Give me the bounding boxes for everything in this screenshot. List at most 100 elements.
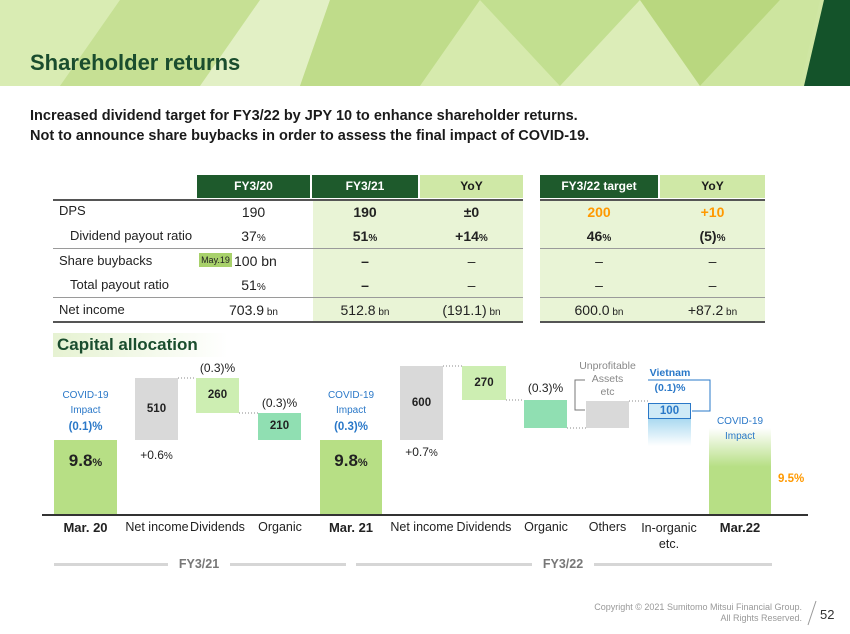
table-bottom-rule: [53, 321, 523, 323]
xlabel-organic-1: Organic: [258, 520, 302, 534]
summary-line-1: Increased dividend target for FY3/22 by …: [30, 108, 578, 124]
org2-delta: (0.3)%: [527, 381, 564, 395]
period-label-fy22: FY3/22: [542, 557, 584, 571]
cell-buyback-fy21: –: [361, 253, 369, 269]
cell-dps-fy20: 190: [241, 204, 266, 220]
xlabel-others: Others: [588, 520, 627, 534]
cell-target-payout-yoy: (5)%: [699, 228, 726, 244]
bar-organic-2: [524, 400, 567, 428]
table-top-rule: [53, 199, 523, 201]
cell-total-payout-yoy: –: [467, 277, 476, 293]
cell-target-total-yoy: –: [708, 277, 717, 293]
mar21-value: 9.8%: [334, 451, 368, 470]
period-line: [356, 563, 532, 566]
xlabel-net-income-1: Net income: [125, 520, 189, 534]
cell-target-buyback: –: [595, 253, 603, 269]
xlabel-net-income-2: Net income: [390, 520, 454, 534]
row-label-total-payout: Total payout ratio: [70, 277, 170, 292]
xlabel-mar21: Mar. 21: [328, 520, 374, 535]
header-pattern: [0, 0, 850, 86]
cell-total-payout-fy20: 51%: [241, 277, 266, 293]
may19-badge: May.19: [199, 253, 232, 267]
period-label-fy21: FY3/21: [178, 557, 220, 571]
col-header-fy21: FY3/21: [312, 175, 418, 198]
div1-label: 260: [207, 389, 228, 401]
header-banner: [0, 0, 850, 86]
covid-value-1: (0.1)%: [68, 421, 103, 433]
cell-target-ni-yoy: +87.2 bn: [687, 302, 738, 318]
div2-label: 270: [474, 377, 494, 389]
bar-organic-1: [258, 413, 301, 440]
page-number: 52: [820, 607, 835, 622]
bar-mar22: [709, 428, 771, 514]
cell-payout-fy20: 37%: [241, 228, 266, 244]
xlabel-dividends-2: Dividends: [456, 520, 512, 534]
cell-dps-yoy: ±0: [463, 204, 480, 220]
org1-delta: (0.3)%: [261, 396, 298, 410]
row-label-dps: DPS: [59, 203, 86, 218]
cell-ni-yoy: (191.1) bn: [442, 302, 501, 318]
xlabel-mar20: Mar. 20: [63, 520, 108, 535]
col-header-yoy: YoY: [420, 175, 523, 198]
bar-net-income-1: [135, 378, 178, 440]
row-divider: [540, 248, 765, 249]
bar-dividends-2: [462, 366, 506, 400]
mar20-value: 9.8%: [68, 451, 103, 470]
cell-ni-fy21: 512.8 bn: [340, 302, 390, 318]
summary-line-2: Not to announce share buybacks in order …: [30, 128, 590, 144]
cell-buyback-yoy: –: [467, 253, 476, 269]
xlabel-organic-2: Organic: [524, 520, 568, 534]
row-label-share-buybacks: Share buybacks: [59, 253, 153, 268]
target-bg: [540, 199, 765, 321]
chart-baseline: [42, 514, 808, 516]
inorganic-label: 100: [659, 405, 680, 417]
target-top-rule: [540, 199, 765, 201]
covid-label-3: COVID-19 Impact: [716, 416, 764, 442]
cell-ni-fy20: 703.9 bn: [229, 302, 278, 318]
cell-target-dps-yoy: +10: [700, 204, 725, 220]
vietnam-label: Vietnam: [649, 367, 691, 379]
col-header-target: FY3/22 target: [540, 175, 658, 198]
col-header-target-yoy: YoY: [660, 175, 765, 198]
bar-net-income-2: [400, 366, 443, 440]
covid-label-2: COVID-19 Impact: [327, 390, 375, 416]
cell-total-payout-fy21: –: [361, 277, 369, 293]
target-bottom-rule: [540, 321, 765, 323]
cell-target-ni: 600.0 bn: [574, 302, 624, 318]
cell-target-buyback-yoy: –: [708, 253, 717, 269]
col-header-fy20: FY3/20: [197, 175, 310, 198]
capital-allocation-title: Capital allocation: [57, 335, 198, 354]
cell-target-payout: 46%: [586, 228, 612, 244]
ni1-label: 510: [146, 403, 167, 415]
cell-buyback-fy20: 100 bn: [234, 253, 277, 269]
period-line: [230, 563, 346, 566]
period-line: [594, 563, 772, 566]
row-label-net-income: Net income: [59, 302, 125, 317]
cell-target-total: –: [595, 277, 603, 293]
xlabel-dividends-1: Dividends: [190, 520, 245, 534]
row-divider: [53, 248, 523, 249]
mar22-value: 9.5%: [778, 473, 805, 485]
ni2-label: 600: [411, 397, 432, 409]
bar-mar20: [54, 440, 117, 514]
period-line: [54, 563, 168, 566]
others-note: Unprofitable Assets etc: [579, 360, 636, 398]
capital-title-bg: [53, 333, 228, 357]
bar-mar21: [320, 440, 382, 514]
row-divider: [53, 297, 523, 298]
cell-payout-fy21: 51%: [352, 228, 378, 244]
bar-inorganic-fade: [648, 418, 691, 446]
cell-dps-fy21: 190: [353, 204, 377, 220]
bar-inorganic-100: [648, 403, 691, 419]
bar-others: [586, 401, 629, 428]
footer-divider: [807, 600, 817, 626]
row-divider: [540, 297, 765, 298]
vietnam-value: (0.1)%: [654, 382, 686, 394]
ni2-delta: +0.7%: [405, 445, 438, 459]
ni1-delta: +0.6%: [140, 448, 173, 462]
bar-dividends-1: [196, 378, 239, 413]
fy21-column-bg: [313, 199, 523, 321]
copyright: Copyright © 2021 Sumitomo Mitsui Financi…: [594, 602, 802, 623]
div1-delta: (0.3)%: [199, 361, 236, 375]
